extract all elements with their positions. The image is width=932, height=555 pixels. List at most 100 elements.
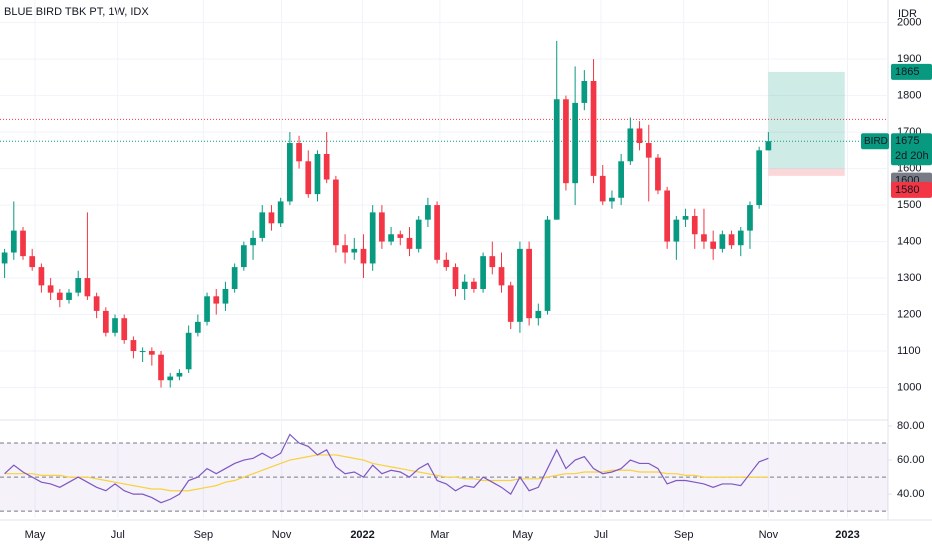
candle-body <box>66 292 72 300</box>
y-tick-label: 1000 <box>897 381 921 393</box>
candle-body <box>719 234 726 249</box>
x-tick-label: Sep <box>194 529 214 541</box>
candle-body <box>627 128 634 162</box>
candle-body <box>277 201 284 224</box>
x-tick-label: May <box>25 529 46 541</box>
candle-body <box>121 318 128 341</box>
candle-body <box>1 252 8 264</box>
stop-zone <box>768 168 845 176</box>
candle-body <box>664 190 671 242</box>
candle-body <box>176 372 183 377</box>
candle-body <box>673 219 680 242</box>
currency: IDR <box>898 8 917 20</box>
candle-body <box>599 175 606 202</box>
rsi-line <box>4 433 769 504</box>
candle-body <box>231 267 238 290</box>
candle-body <box>489 256 496 268</box>
candle-body <box>526 248 532 319</box>
candle-body <box>204 296 210 322</box>
candle-body <box>351 248 358 253</box>
candle-body <box>305 161 312 195</box>
x-tick-label: Nov <box>759 529 779 541</box>
candle-body <box>498 267 505 286</box>
target-zone <box>768 71 845 169</box>
candle-body <box>296 143 302 162</box>
candle-body <box>443 259 450 268</box>
candle-body <box>609 197 615 202</box>
candle-body <box>563 99 569 184</box>
x-tick-label: 2022 <box>350 529 374 541</box>
y-tick-label: 1600 <box>897 162 921 174</box>
candle-body <box>590 81 597 176</box>
candle-body <box>287 143 293 202</box>
candle-body <box>765 141 772 151</box>
candle-body <box>56 292 63 300</box>
candle-body <box>84 278 91 297</box>
rsi-ma-line <box>4 454 769 492</box>
candle-body <box>682 216 689 220</box>
candle-body <box>158 354 164 381</box>
candle-body <box>112 318 118 333</box>
candle-body <box>10 230 17 253</box>
x-tick-label: Jul <box>111 529 125 541</box>
candle-body <box>636 128 643 144</box>
candle-body <box>397 234 404 238</box>
y-tick-label: 1900 <box>897 53 921 65</box>
x-tick-label: Sep <box>674 529 694 541</box>
candle-body <box>342 245 348 253</box>
x-tick-label: Jul <box>594 529 608 541</box>
countdown: 2d 20h <box>895 150 929 162</box>
stop-label-bg <box>891 181 932 198</box>
candle-body <box>747 205 753 231</box>
y-tick-label: 1500 <box>897 199 921 211</box>
candle-body <box>38 267 45 286</box>
candle-body <box>544 219 551 311</box>
candle-body <box>75 278 82 293</box>
x-tick-label: Nov <box>272 529 292 541</box>
candle-body <box>29 256 36 268</box>
candle-body <box>471 281 477 290</box>
candle-body <box>93 296 100 311</box>
x-tick-label: 2023 <box>835 529 859 541</box>
candle-body <box>434 205 440 260</box>
candle-body <box>553 99 560 220</box>
candle-body <box>185 332 192 370</box>
candle-body <box>268 212 275 224</box>
x-tick-label: May <box>512 529 533 541</box>
candle-body <box>655 157 661 191</box>
candle-body <box>415 219 422 249</box>
candle-body <box>259 212 266 238</box>
candle-body <box>47 285 54 293</box>
candle-body <box>535 310 542 319</box>
last-price: 1675 <box>895 135 919 147</box>
target-label: 1865 <box>895 66 919 78</box>
candle-body <box>148 351 155 355</box>
candle-body <box>618 161 624 198</box>
chart-title: BLUE BIRD TBK PT, 1W, IDX <box>4 6 149 18</box>
y-tick-label: 1300 <box>897 272 921 284</box>
candle-body <box>480 256 486 290</box>
candle-body <box>379 212 385 242</box>
y-tick-label: 1400 <box>897 235 921 247</box>
candle-body <box>388 234 394 242</box>
x-tick-label: Mar <box>430 529 449 541</box>
candle-body <box>425 205 431 220</box>
candle-body <box>250 237 256 246</box>
candle-body <box>314 153 321 195</box>
candle-body <box>130 340 137 352</box>
target-label-bg <box>891 63 932 80</box>
candle-body <box>241 245 247 268</box>
candle-body <box>737 230 744 246</box>
candle-body <box>452 267 459 290</box>
candle-body <box>461 281 468 290</box>
y-tick-label: 1200 <box>897 308 921 320</box>
y-tick-label: 2000 <box>897 17 921 29</box>
symbol-bg <box>861 133 889 150</box>
symbol-label: BIRD <box>864 136 888 147</box>
candle-body <box>333 179 339 246</box>
y-tick-label: 1800 <box>897 90 921 102</box>
candle-body <box>728 234 735 246</box>
candle-body <box>102 310 109 333</box>
